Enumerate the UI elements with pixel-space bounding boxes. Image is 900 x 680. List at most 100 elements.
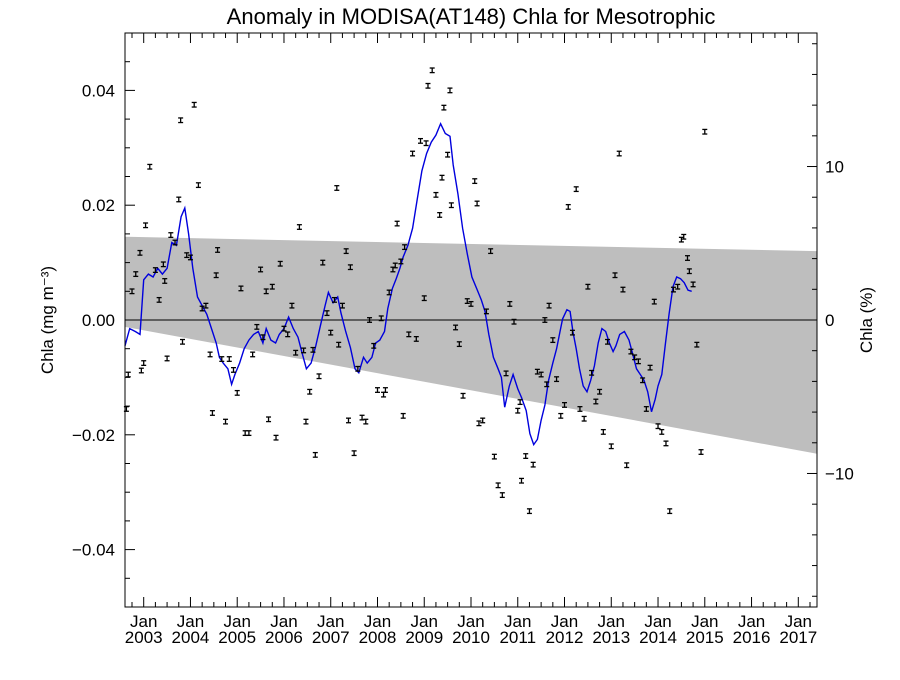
data-point [324,310,330,317]
data-point [260,334,266,341]
x-tick-year-label: 2005 [218,628,256,647]
smoothed-series [124,121,692,447]
data-point [178,117,184,124]
band-area [125,236,817,454]
data-point [640,377,646,384]
data-point [176,196,182,203]
data-point [429,67,435,74]
y2-tick-label: 0 [825,311,834,330]
data-point [495,482,501,489]
data-point [164,355,170,362]
data-point [503,370,509,377]
y-axis-label: Chla (mg m⁻³) [38,266,57,374]
x-tick-year-label: 2017 [779,628,817,647]
data-point [316,373,322,380]
data-point [285,331,291,338]
data-point [418,137,424,144]
data-point [550,337,556,344]
data-point [698,449,704,455]
data-point [542,317,548,323]
data-point [681,233,687,240]
data-point [273,434,279,441]
data-point [616,150,622,157]
data-point [392,262,398,269]
data-point [530,461,536,468]
data-point [378,315,384,322]
data-point [690,281,696,288]
data-point [612,272,618,279]
x-tick-month-label: Jan [317,612,344,631]
data-point [400,412,406,419]
x-tick-month-label: Jan [457,612,484,631]
data-point [234,389,240,396]
uncertainty-band [125,236,817,454]
data-point [581,415,587,422]
monthly-anomaly-points [123,67,708,515]
data-point [538,371,544,378]
data-point [670,286,676,293]
left-y-axis: −0.04 −0.02 0.00 0.02 0.04 [72,32,135,608]
data-point [433,191,439,198]
right-y-axis: −10 0 10 [807,43,854,597]
y-tick-label: 0.00 [82,311,115,330]
data-point [569,329,575,336]
data-point [447,87,453,94]
data-point [293,349,299,356]
data-point [219,356,225,362]
data-point [254,323,260,330]
data-point [168,232,174,238]
data-point [476,420,482,427]
data-point [296,224,302,230]
data-point [585,283,591,290]
data-point [464,298,470,305]
data-point [423,140,429,147]
x-tick-month-label: Jan [411,612,438,631]
data-point [289,302,295,309]
data-point [386,289,392,296]
x-tick-year-label: 2014 [639,628,677,647]
data-point [310,346,316,353]
data-point [398,258,404,265]
data-point [410,150,416,157]
x-tick-year-label: 2003 [125,628,163,647]
y2-axis-label: Chla (%) [857,287,876,353]
x-tick-year-label: 2016 [733,628,771,647]
y-tick-label: −0.04 [72,541,115,560]
data-point [137,249,143,256]
data-point [162,278,168,284]
data-point [320,259,326,266]
x-tick-year-label: 2007 [312,628,350,647]
data-point [686,268,692,275]
x-tick-month-label: Jan [270,612,297,631]
x-axis: Jan2003Jan2004Jan2005Jan2006Jan2007Jan20… [125,33,817,647]
data-point [152,267,158,274]
data-point [213,272,219,279]
data-point [684,255,690,261]
x-tick-month-label: Jan [691,612,718,631]
x-tick-month-label: Jan [130,612,157,631]
x-tick-month-label: Jan [598,612,625,631]
data-point [223,418,229,425]
data-point [336,341,342,348]
data-point [343,248,349,255]
data-point [624,462,630,469]
data-point [355,365,361,372]
data-point [147,163,153,170]
data-point [125,371,131,378]
data-point [363,418,369,425]
data-point [312,451,318,458]
x-tick-year-label: 2011 [499,628,536,647]
data-point [558,412,564,419]
data-point [209,410,215,416]
data-point [184,252,190,259]
data-point [667,508,673,515]
x-tick-month-label: Jan [364,612,391,631]
data-point [413,335,419,342]
data-point [303,418,309,425]
data-point [351,450,357,457]
smoothed-line [124,121,692,447]
data-point [620,286,626,293]
data-point [445,151,451,158]
data-point [659,428,665,435]
x-tick-year-label: 2008 [359,628,397,647]
